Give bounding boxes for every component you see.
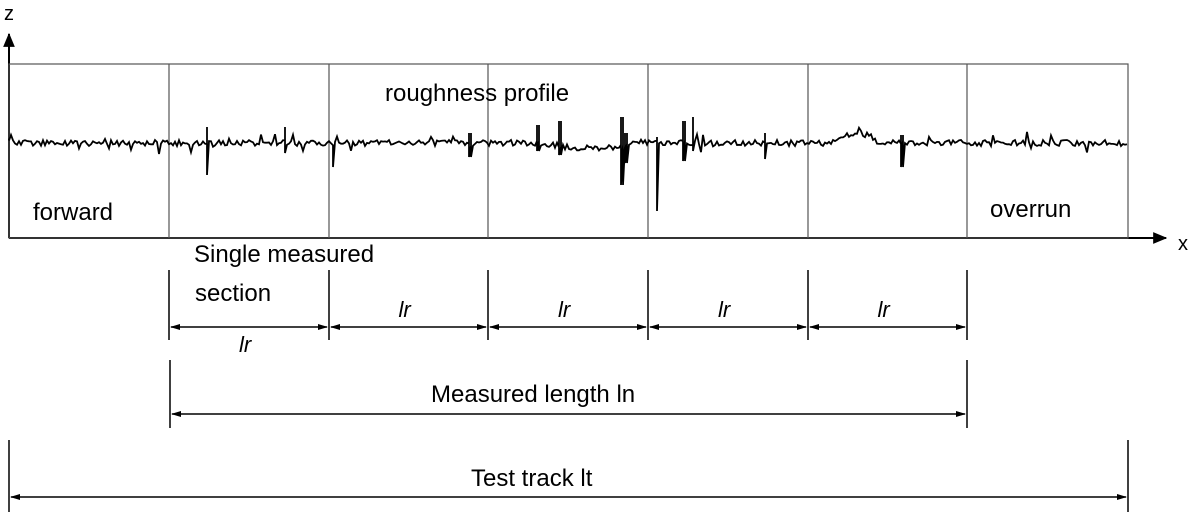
lr-ticks <box>168 270 968 340</box>
measured-length-label: Measured length ln <box>431 381 635 408</box>
x-axis-label: x <box>1178 233 1188 255</box>
lr-label: lr <box>718 297 732 322</box>
lr-label: lr <box>239 332 253 357</box>
overrun-label: overrun <box>990 196 1071 223</box>
roughness-profile-label: roughness profile <box>385 80 569 107</box>
single-section-label-line2: section <box>195 280 271 307</box>
single-section-label-line1: Single measured <box>194 241 374 268</box>
test-track-label: Test track lt <box>471 465 593 492</box>
profile-frame <box>8 63 1129 239</box>
z-axis-label: z <box>4 3 14 25</box>
section-dividers <box>168 64 968 238</box>
lr-label: lr <box>878 297 892 322</box>
lr-label: lr <box>399 297 413 322</box>
roughness-profile-trace <box>8 117 1128 212</box>
lr-segments: lr lr lr lr lr <box>170 297 966 357</box>
lr-label: lr <box>558 297 572 322</box>
forward-label: forward <box>33 199 113 226</box>
